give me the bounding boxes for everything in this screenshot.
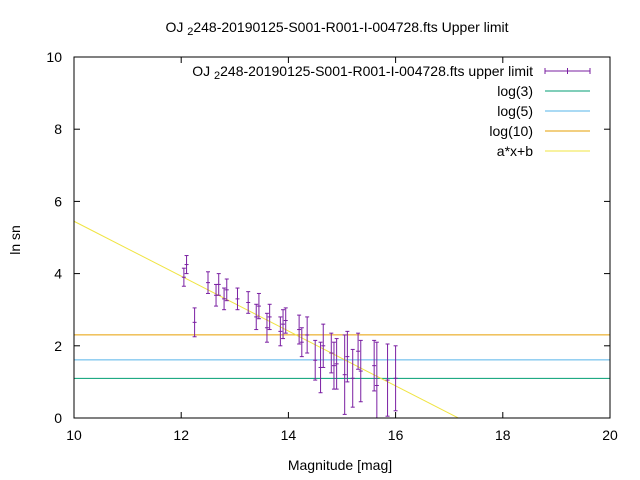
data-point — [385, 343, 390, 417]
data-point — [192, 307, 197, 338]
data-point — [216, 273, 221, 296]
chart-title: OJ 2248-20190125-S001-R001-I-004728.fts … — [165, 19, 508, 38]
plot-area — [74, 220, 610, 418]
data-point — [254, 303, 259, 331]
data-point — [372, 339, 377, 392]
data-point — [334, 338, 339, 390]
data-point — [350, 348, 355, 408]
legend-entry: log(3) — [497, 83, 590, 99]
y-tick-label: 0 — [54, 410, 62, 426]
data-point — [222, 287, 227, 311]
y-tick-label: 10 — [46, 49, 62, 65]
data-point — [264, 312, 269, 343]
x-axis-label: Magnitude [mag] — [288, 457, 392, 473]
x-tick-label: 10 — [66, 427, 82, 443]
legend-entry: a*x+b — [497, 143, 590, 159]
x-tick-label: 14 — [281, 427, 297, 443]
y-tick-label: 2 — [54, 338, 62, 354]
axes: 10 12 14 16 18 20 0 2 4 6 8 10 — [46, 49, 618, 443]
fit-line — [74, 220, 460, 418]
data-point — [256, 292, 261, 320]
data-point — [283, 307, 288, 334]
legend-label: log(3) — [497, 83, 533, 99]
data-point — [278, 316, 283, 347]
data-point — [181, 267, 186, 287]
legend-label: OJ 2248-20190125-S001-R001-I-004728.fts … — [192, 63, 533, 82]
legend-entry: log(5) — [497, 103, 590, 119]
data-point — [206, 271, 210, 294]
data-point — [281, 309, 286, 340]
legend-label: a*x+b — [497, 143, 533, 159]
data-point — [342, 334, 347, 415]
legend-label: log(5) — [497, 103, 533, 119]
data-point — [297, 314, 302, 345]
data-point — [184, 255, 189, 275]
y-tick-label: 8 — [54, 121, 62, 137]
x-tick-label: 20 — [602, 427, 618, 443]
data-point — [321, 323, 326, 368]
data-point — [331, 341, 336, 390]
plot-frame — [73, 56, 611, 419]
data-point — [358, 339, 363, 403]
legend-label: log(10) — [489, 123, 533, 139]
x-tick-label: 12 — [173, 427, 189, 443]
data-point — [305, 316, 310, 354]
data-point — [299, 327, 304, 358]
x-tick-label: 16 — [388, 427, 404, 443]
data-point — [235, 287, 240, 311]
data-point — [224, 278, 229, 302]
legend-entry: OJ 2248-20190125-S001-R001-I-004728.fts … — [192, 63, 591, 82]
data-point — [356, 332, 361, 370]
data-point — [267, 303, 272, 331]
data-point — [313, 339, 318, 381]
data-point — [374, 341, 379, 418]
data-point — [393, 345, 398, 412]
data-point — [246, 291, 251, 314]
x-tick-label: 18 — [495, 427, 511, 443]
legend-entry: log(10) — [489, 123, 590, 139]
y-axis-label: ln sn — [7, 225, 23, 255]
data-point — [329, 332, 334, 374]
data-point — [345, 330, 350, 383]
legend: OJ 2248-20190125-S001-R001-I-004728.fts … — [192, 63, 591, 159]
y-tick-label: 4 — [54, 266, 62, 282]
y-tick-label: 6 — [54, 193, 62, 209]
